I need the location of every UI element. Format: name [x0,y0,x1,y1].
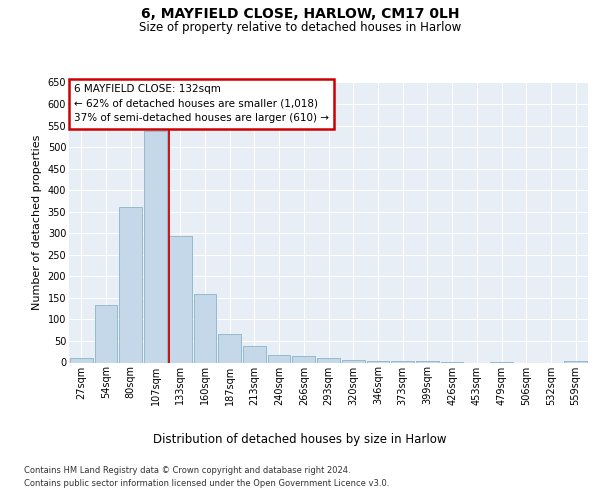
Text: 6 MAYFIELD CLOSE: 132sqm
← 62% of detached houses are smaller (1,018)
37% of sem: 6 MAYFIELD CLOSE: 132sqm ← 62% of detach… [74,84,329,124]
Bar [243,346,266,362]
Y-axis label: Number of detached properties: Number of detached properties [32,135,42,310]
Bar [342,360,365,362]
Bar [144,131,167,362]
Text: Size of property relative to detached houses in Harlow: Size of property relative to detached ho… [139,21,461,34]
Bar [119,206,142,362]
Bar [367,361,389,362]
Bar [564,361,587,362]
Bar [95,305,118,362]
Text: Contains public sector information licensed under the Open Government Licence v3: Contains public sector information licen… [24,479,389,488]
Text: Distribution of detached houses by size in Harlow: Distribution of detached houses by size … [153,432,447,446]
Bar [416,361,439,362]
Text: Contains HM Land Registry data © Crown copyright and database right 2024.: Contains HM Land Registry data © Crown c… [24,466,350,475]
Text: 6, MAYFIELD CLOSE, HARLOW, CM17 0LH: 6, MAYFIELD CLOSE, HARLOW, CM17 0LH [141,8,459,22]
Bar [194,294,216,362]
Bar [292,356,315,362]
Bar [218,334,241,362]
Bar [169,236,191,362]
Bar [70,358,93,362]
Bar [268,355,290,362]
Bar [317,358,340,362]
Bar [391,361,414,362]
